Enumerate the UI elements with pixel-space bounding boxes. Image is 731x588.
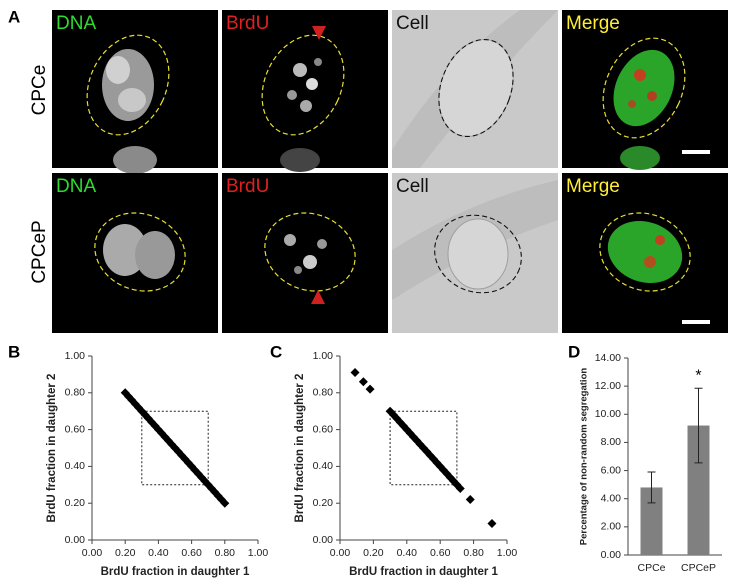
y-tick-label: 1.00 (65, 350, 86, 362)
x-tick-label: 0.80 (215, 547, 236, 559)
channel-label: DNA (56, 13, 96, 34)
y-tick-label: 8.00 (601, 436, 622, 448)
panel-label: A (8, 7, 20, 26)
error-bar (694, 387, 703, 464)
micrograph-dna: DNA (52, 173, 218, 333)
y-axis-label: BrdU fraction in daughter 2 (46, 374, 58, 523)
x-axis-label: BrdU fraction in daughter 1 (101, 566, 250, 578)
x-tick-label: 1.00 (497, 547, 518, 559)
y-tick-label: 0.20 (65, 497, 86, 509)
y-tick-label: 2.00 (601, 521, 622, 533)
micrograph-brdu: BrdU (222, 10, 388, 172)
x-axis-label: BrdU fraction in daughter 1 (349, 566, 498, 578)
annotation: * (695, 367, 701, 384)
y-tick-label: 0.40 (313, 460, 334, 472)
error-bar (647, 471, 656, 504)
micrograph-merge: Merge (562, 173, 728, 333)
x-tick-label: 0.60 (430, 547, 451, 559)
micrograph-brdu: BrdU (222, 173, 388, 333)
bar (640, 487, 663, 555)
y-tick-label: 4.00 (601, 492, 622, 504)
y-tick-label: 1.00 (313, 350, 334, 362)
micrograph-merge: Merge (562, 10, 728, 170)
x-tick-label: 0.80 (463, 547, 484, 559)
x-tick-label: CPCeP (681, 562, 716, 574)
y-tick-label: 0.60 (313, 423, 334, 435)
micrograph-cell: Cell (392, 10, 558, 168)
y-tick-label: 10.00 (595, 408, 621, 420)
point (455, 483, 465, 493)
channel-label: Merge (566, 176, 620, 197)
point (350, 368, 360, 378)
x-tick-label: CPCe (637, 562, 665, 574)
x-tick-label: 0.60 (181, 547, 202, 559)
point (220, 498, 230, 508)
x-tick-label: 0.20 (115, 547, 136, 559)
y-axis-label: BrdU fraction in daughter 2 (294, 374, 306, 523)
channel-label: DNA (56, 176, 96, 197)
point (487, 518, 497, 528)
panel-label: C (270, 342, 282, 361)
row-label: CPCe (29, 65, 50, 116)
panel-label: B (8, 342, 20, 361)
y-axis-label: Percentage of non-random segregation (579, 368, 590, 546)
channel-label: Cell (396, 176, 429, 197)
x-tick-label: 0.40 (148, 547, 169, 559)
x-tick-label: 0.20 (363, 547, 384, 559)
y-tick-label: 0.60 (65, 423, 86, 435)
point (465, 495, 475, 505)
row-label: CPCeP (29, 220, 50, 283)
micrograph-cell: Cell (392, 173, 558, 333)
y-tick-label: 0.00 (601, 549, 622, 561)
y-tick-label: 0.80 (65, 387, 86, 399)
x-tick-label: 0.00 (82, 547, 103, 559)
y-tick-label: 0.40 (65, 460, 86, 472)
channel-label: BrdU (226, 176, 269, 197)
y-tick-label: 0.80 (313, 387, 334, 399)
y-tick-label: 0.00 (65, 534, 86, 546)
point (365, 384, 375, 394)
highlight-box (141, 410, 209, 486)
y-tick-label: 0.20 (313, 497, 334, 509)
x-tick-label: 0.40 (397, 547, 418, 559)
y-tick-label: 14.00 (595, 352, 621, 364)
y-tick-label: 0.00 (313, 534, 334, 546)
point (358, 377, 368, 387)
channel-label: Merge (566, 13, 620, 34)
x-tick-label: 0.00 (330, 547, 351, 559)
highlight-box (389, 410, 458, 486)
channel-label: BrdU (226, 13, 269, 34)
bar (687, 425, 710, 555)
x-tick-label: 1.00 (248, 547, 269, 559)
micrograph-dna: DNA (52, 10, 218, 174)
channel-label: Cell (396, 13, 429, 34)
y-tick-label: 12.00 (595, 380, 621, 392)
panel-label: D (568, 342, 580, 361)
y-tick-label: 6.00 (601, 464, 622, 476)
